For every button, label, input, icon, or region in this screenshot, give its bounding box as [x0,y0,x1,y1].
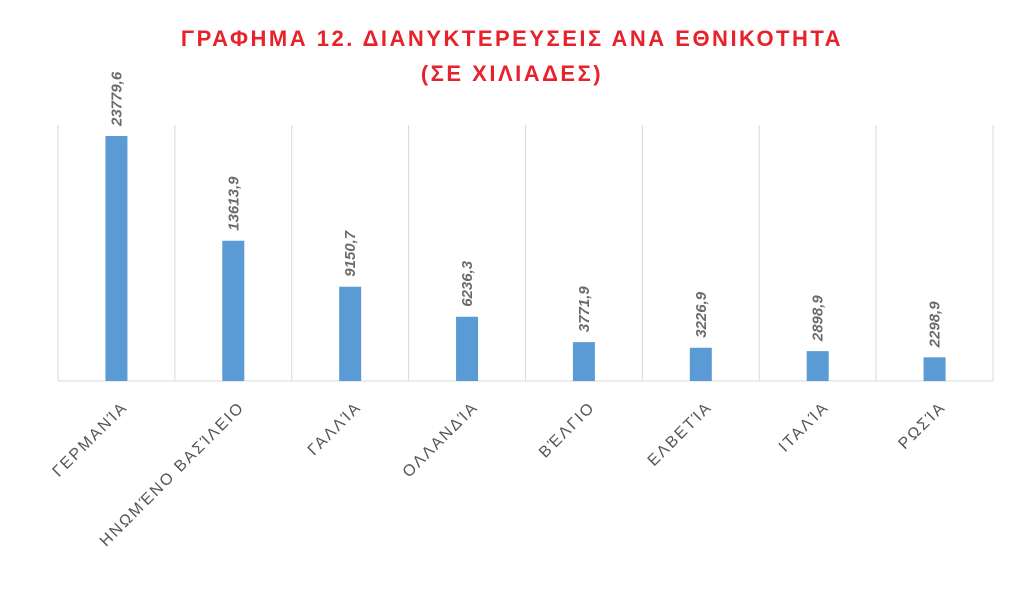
value-label: 6236,3 [459,260,476,307]
bar [222,240,245,381]
chart-title: ΓΡΑΦΗΜΑ 12. ΔΙΑΝΥΚΤΕΡΕΥΣΕΙΣ ΑΝΑ ΕΘΝΙΚΟΤΗ… [181,26,843,51]
value-label: 2298,9 [927,301,944,349]
bar [806,351,829,381]
value-label: 2898,9 [810,295,827,343]
bar [105,136,128,381]
bar [456,316,479,381]
value-label: 3226,9 [693,291,710,338]
value-label: 23779,6 [108,71,125,127]
bar [572,342,595,381]
bar [339,286,362,381]
chart-subtitle: (ΣΕ ΧΙΛΙΑΔΕΣ) [421,61,603,86]
value-label: 9150,7 [342,230,359,277]
bar [923,357,946,381]
value-label: 3771,9 [576,286,593,333]
bar [689,347,712,381]
value-label: 13613,9 [225,176,242,231]
